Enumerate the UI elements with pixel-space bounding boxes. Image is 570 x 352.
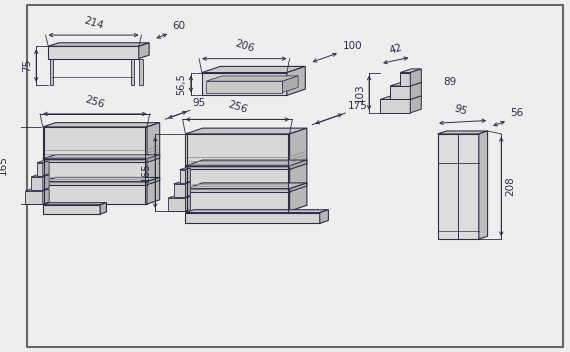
Polygon shape [400, 69, 421, 73]
Text: 75: 75 [22, 59, 32, 72]
Polygon shape [174, 184, 185, 197]
Text: 175: 175 [348, 101, 368, 111]
Text: 103: 103 [355, 83, 365, 102]
Polygon shape [185, 134, 290, 211]
Polygon shape [25, 189, 49, 191]
Polygon shape [185, 168, 190, 183]
Text: 42: 42 [388, 43, 404, 56]
Polygon shape [206, 81, 283, 93]
Polygon shape [283, 76, 298, 93]
Text: 165: 165 [0, 156, 8, 175]
Polygon shape [185, 189, 290, 192]
Polygon shape [438, 134, 479, 239]
Text: 256: 256 [226, 100, 249, 115]
Polygon shape [43, 123, 160, 127]
Polygon shape [206, 76, 298, 81]
Polygon shape [43, 159, 147, 162]
Polygon shape [410, 69, 421, 86]
Text: 165: 165 [141, 163, 151, 182]
Polygon shape [410, 96, 421, 113]
Polygon shape [180, 168, 190, 170]
Polygon shape [287, 67, 306, 95]
Polygon shape [168, 198, 185, 211]
Polygon shape [43, 182, 147, 185]
Polygon shape [48, 43, 149, 46]
Polygon shape [479, 131, 487, 239]
Polygon shape [185, 183, 307, 189]
Text: 100: 100 [343, 40, 362, 51]
Polygon shape [202, 67, 306, 73]
Bar [131, 58, 134, 85]
Bar [139, 58, 142, 85]
Text: 95: 95 [453, 103, 469, 117]
Polygon shape [147, 177, 160, 185]
Polygon shape [410, 82, 421, 100]
Polygon shape [43, 161, 49, 176]
Polygon shape [400, 73, 410, 86]
Polygon shape [31, 175, 49, 177]
Polygon shape [185, 210, 328, 213]
Polygon shape [43, 177, 160, 182]
Polygon shape [168, 196, 190, 198]
Polygon shape [147, 155, 160, 162]
Text: 56,5: 56,5 [177, 73, 186, 95]
Text: 208: 208 [506, 177, 516, 196]
Text: 89: 89 [443, 77, 457, 87]
Polygon shape [43, 189, 49, 204]
Polygon shape [185, 166, 290, 169]
Bar [50, 58, 53, 85]
Text: 60: 60 [173, 21, 186, 31]
Text: 206: 206 [233, 39, 255, 55]
Polygon shape [147, 123, 160, 204]
Polygon shape [37, 163, 43, 176]
Polygon shape [185, 196, 190, 211]
Polygon shape [290, 183, 307, 192]
Polygon shape [43, 127, 147, 204]
Text: 56: 56 [511, 108, 524, 118]
Polygon shape [174, 182, 190, 184]
Polygon shape [185, 160, 307, 166]
Polygon shape [202, 73, 287, 95]
Polygon shape [380, 100, 410, 113]
Polygon shape [438, 131, 487, 134]
Text: 214: 214 [83, 15, 104, 31]
Polygon shape [320, 210, 328, 224]
Polygon shape [139, 43, 149, 58]
Text: 95: 95 [193, 98, 206, 108]
Polygon shape [25, 191, 43, 204]
Polygon shape [48, 46, 139, 58]
Polygon shape [185, 213, 320, 224]
Polygon shape [290, 160, 307, 169]
Polygon shape [390, 86, 410, 100]
Polygon shape [43, 175, 49, 190]
Polygon shape [390, 82, 421, 86]
Polygon shape [43, 155, 160, 159]
Polygon shape [100, 203, 107, 214]
Polygon shape [185, 182, 190, 197]
Polygon shape [180, 170, 185, 183]
Polygon shape [290, 128, 307, 211]
Polygon shape [43, 203, 107, 205]
Polygon shape [185, 128, 307, 134]
Polygon shape [37, 161, 49, 163]
Polygon shape [43, 205, 100, 214]
Text: 256: 256 [84, 94, 106, 110]
Polygon shape [380, 96, 421, 100]
Polygon shape [31, 177, 43, 190]
